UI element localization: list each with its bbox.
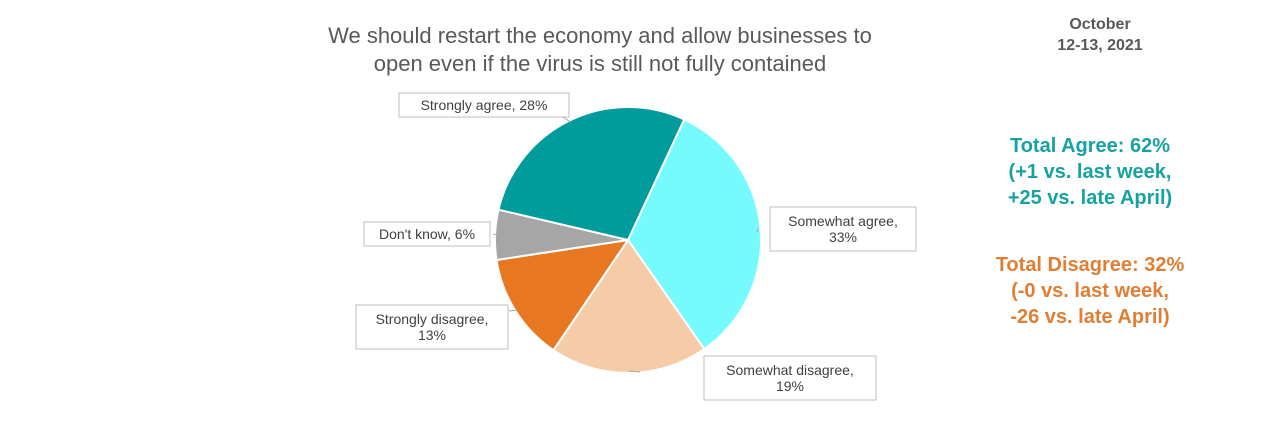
chart-title-line-1: We should restart the economy and allow … — [328, 23, 872, 48]
pie-slice-strongly-disagree — [495, 238, 631, 352]
label-box — [769, 206, 917, 252]
slice-label-text: Somewhat agree, — [788, 213, 898, 229]
label-box — [398, 92, 570, 118]
slice-label-text: Strongly agree, 28% — [421, 97, 548, 113]
slice-label-strongly-agree: Strongly agree, 28% — [398, 92, 572, 123]
label-box — [363, 221, 491, 247]
slice-label-text: 33% — [829, 229, 857, 245]
chart-title: We should restart the economy and allow … — [280, 22, 920, 78]
chart-title-line-2: open even if the virus is still not full… — [373, 51, 827, 76]
total-agree-summary: Total Agree: 62% (+1 vs. last week, +25 … — [960, 133, 1220, 211]
survey-date-line-1: October — [1069, 16, 1131, 33]
total-disagree-line-3: -26 vs. late April) — [1010, 306, 1170, 328]
slice-label-strongly-disagree: Strongly disagree,13% — [355, 304, 518, 350]
slice-label-somewhat-disagree: Somewhat disagree,19% — [628, 355, 877, 401]
total-agree-line-2: (+1 vs. last week, — [1008, 161, 1172, 183]
survey-date-line-2: 12-13, 2021 — [1057, 37, 1143, 54]
slice-label-text: Somewhat disagree, — [726, 362, 854, 378]
pie-slice-somewhat-disagree — [552, 238, 706, 374]
leader-line — [756, 228, 759, 233]
total-disagree-summary: Total Disagree: 32% (-0 vs. last week, -… — [960, 252, 1220, 330]
slice-label-text: Strongly disagree, — [376, 311, 489, 327]
slice-label-text: 13% — [418, 327, 446, 343]
slice-label-somewhat-agree: Somewhat agree,33% — [756, 206, 917, 252]
pie-slice-strongly-agree — [497, 106, 686, 242]
slice-label-text: 19% — [776, 378, 804, 394]
leader-line — [628, 370, 641, 373]
pie-slice-somewhat-agree — [626, 118, 762, 351]
leader-line — [508, 309, 518, 312]
slice-label-don-t-know: Don't know, 6% — [363, 221, 498, 247]
total-disagree-line-2: (-0 vs. last week, — [1011, 280, 1169, 302]
leader-line — [492, 233, 498, 236]
slice-label-text: Don't know, 6% — [379, 226, 475, 242]
total-agree-line-1: Total Agree: 62% — [1009, 135, 1171, 157]
label-box — [703, 355, 877, 401]
total-disagree-line-1: Total Disagree: 32% — [995, 254, 1185, 276]
survey-date: October 12-13, 2021 — [1020, 14, 1180, 56]
total-agree-line-3: +25 vs. late April) — [1007, 187, 1173, 209]
label-box — [355, 304, 509, 350]
